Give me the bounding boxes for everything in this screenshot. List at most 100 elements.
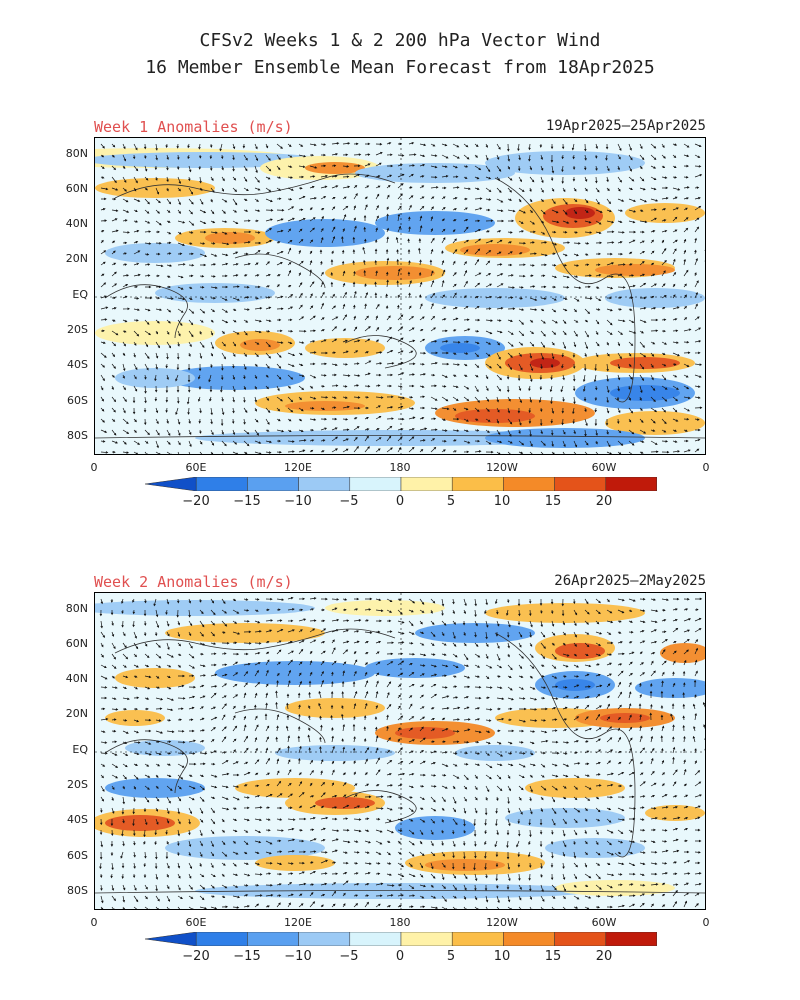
wind-arrow xyxy=(210,840,214,848)
wind-arrow xyxy=(320,805,325,809)
wind-arrow xyxy=(199,451,203,454)
wind-arrow xyxy=(331,671,334,677)
wind-arrow xyxy=(298,828,303,832)
wind-arrow xyxy=(397,862,404,868)
wind-arrow xyxy=(485,450,494,454)
wind-arrow xyxy=(562,374,565,381)
wind-arrow xyxy=(529,664,535,669)
wind-arrow xyxy=(661,849,669,853)
wind-arrow xyxy=(143,862,147,868)
wind-arrow xyxy=(331,660,337,666)
wind-arrow xyxy=(529,297,538,301)
wind-arrow xyxy=(463,374,468,377)
wind-arrow xyxy=(165,609,168,615)
wind-arrow xyxy=(441,374,448,378)
wind-arrow xyxy=(551,906,555,909)
wind-arrow xyxy=(100,429,108,433)
wind-arrow xyxy=(111,307,117,310)
wind-arrow xyxy=(221,165,224,171)
wind-arrow xyxy=(111,209,119,212)
wind-arrow xyxy=(110,851,114,856)
wind-arrow xyxy=(221,429,224,435)
wind-arrow xyxy=(672,258,676,266)
wind-arrow xyxy=(650,239,654,244)
wind-arrow xyxy=(694,280,699,288)
wind-arrow xyxy=(517,374,521,382)
wind-arrow xyxy=(111,440,118,444)
wind-arrow xyxy=(584,341,589,350)
wind-arrow xyxy=(276,209,285,212)
wind-arrow xyxy=(518,263,526,267)
wind-arrow xyxy=(187,385,191,393)
wind-arrow xyxy=(188,220,195,226)
wind-arrow xyxy=(353,640,360,644)
wind-arrow xyxy=(661,794,668,798)
wind-arrow xyxy=(639,230,645,234)
wind-arrow xyxy=(298,407,304,412)
wind-arrow xyxy=(100,752,108,755)
wind-arrow xyxy=(364,396,369,399)
wind-arrow xyxy=(353,374,361,377)
wind-arrow xyxy=(694,816,701,820)
wind-arrow xyxy=(254,262,259,266)
wind-arrow xyxy=(430,165,438,169)
wind-arrow xyxy=(595,231,602,235)
wind-arrow xyxy=(639,630,645,633)
wind-arrow xyxy=(661,196,669,200)
wind-arrow xyxy=(639,714,642,721)
wind-arrow xyxy=(419,642,425,646)
wind-arrow xyxy=(518,642,522,648)
wind-arrow xyxy=(144,707,149,711)
wind-arrow xyxy=(528,598,532,604)
wind-arrow xyxy=(463,884,467,891)
wind-arrow xyxy=(397,337,404,343)
wind-arrow xyxy=(397,268,401,277)
wind-arrow xyxy=(111,631,115,637)
wind-arrow xyxy=(330,272,334,277)
wind-arrow xyxy=(221,319,229,324)
wind-arrow xyxy=(419,716,426,721)
wind-arrow xyxy=(133,741,141,744)
wind-arrow xyxy=(166,374,169,380)
wind-arrow xyxy=(562,906,568,909)
wind-arrow xyxy=(485,176,492,180)
wind-arrow xyxy=(287,838,296,842)
wind-arrow xyxy=(474,385,479,393)
wind-arrow xyxy=(154,385,158,393)
wind-arrow xyxy=(122,763,128,768)
wind-arrow xyxy=(397,225,401,233)
wind-arrow xyxy=(122,730,129,734)
wind-arrow xyxy=(353,326,358,332)
wind-arrow xyxy=(331,647,336,655)
wind-arrow xyxy=(254,759,260,765)
wind-arrow xyxy=(463,695,469,699)
wind-arrow xyxy=(111,165,117,171)
wind-arrow xyxy=(166,165,169,171)
wind-arrow xyxy=(694,617,702,622)
wind-arrow xyxy=(430,884,434,888)
wind-arrow xyxy=(144,253,150,256)
wind-arrow xyxy=(584,220,592,224)
wind-arrow xyxy=(188,598,192,604)
wind-arrow xyxy=(363,214,367,222)
wind-arrow xyxy=(474,341,480,345)
wind-arrow xyxy=(617,704,622,710)
wind-arrow xyxy=(694,374,702,378)
wind-arrow xyxy=(463,728,471,732)
wind-arrow xyxy=(132,620,135,628)
wind-arrow xyxy=(166,220,171,223)
wind-arrow xyxy=(507,440,513,444)
wind-arrow xyxy=(551,664,557,669)
wind-arrow xyxy=(166,631,170,637)
wind-arrow xyxy=(441,196,446,200)
wind-arrow xyxy=(397,660,405,666)
wind-arrow xyxy=(186,396,190,405)
wind-arrow xyxy=(518,352,522,357)
wind-arrow xyxy=(111,296,117,300)
wind-arrow xyxy=(232,176,237,181)
wind-arrow xyxy=(419,673,425,677)
wind-arrow xyxy=(287,341,293,345)
wind-arrow xyxy=(276,187,282,191)
wind-arrow xyxy=(254,609,259,612)
wind-arrow xyxy=(661,176,668,179)
